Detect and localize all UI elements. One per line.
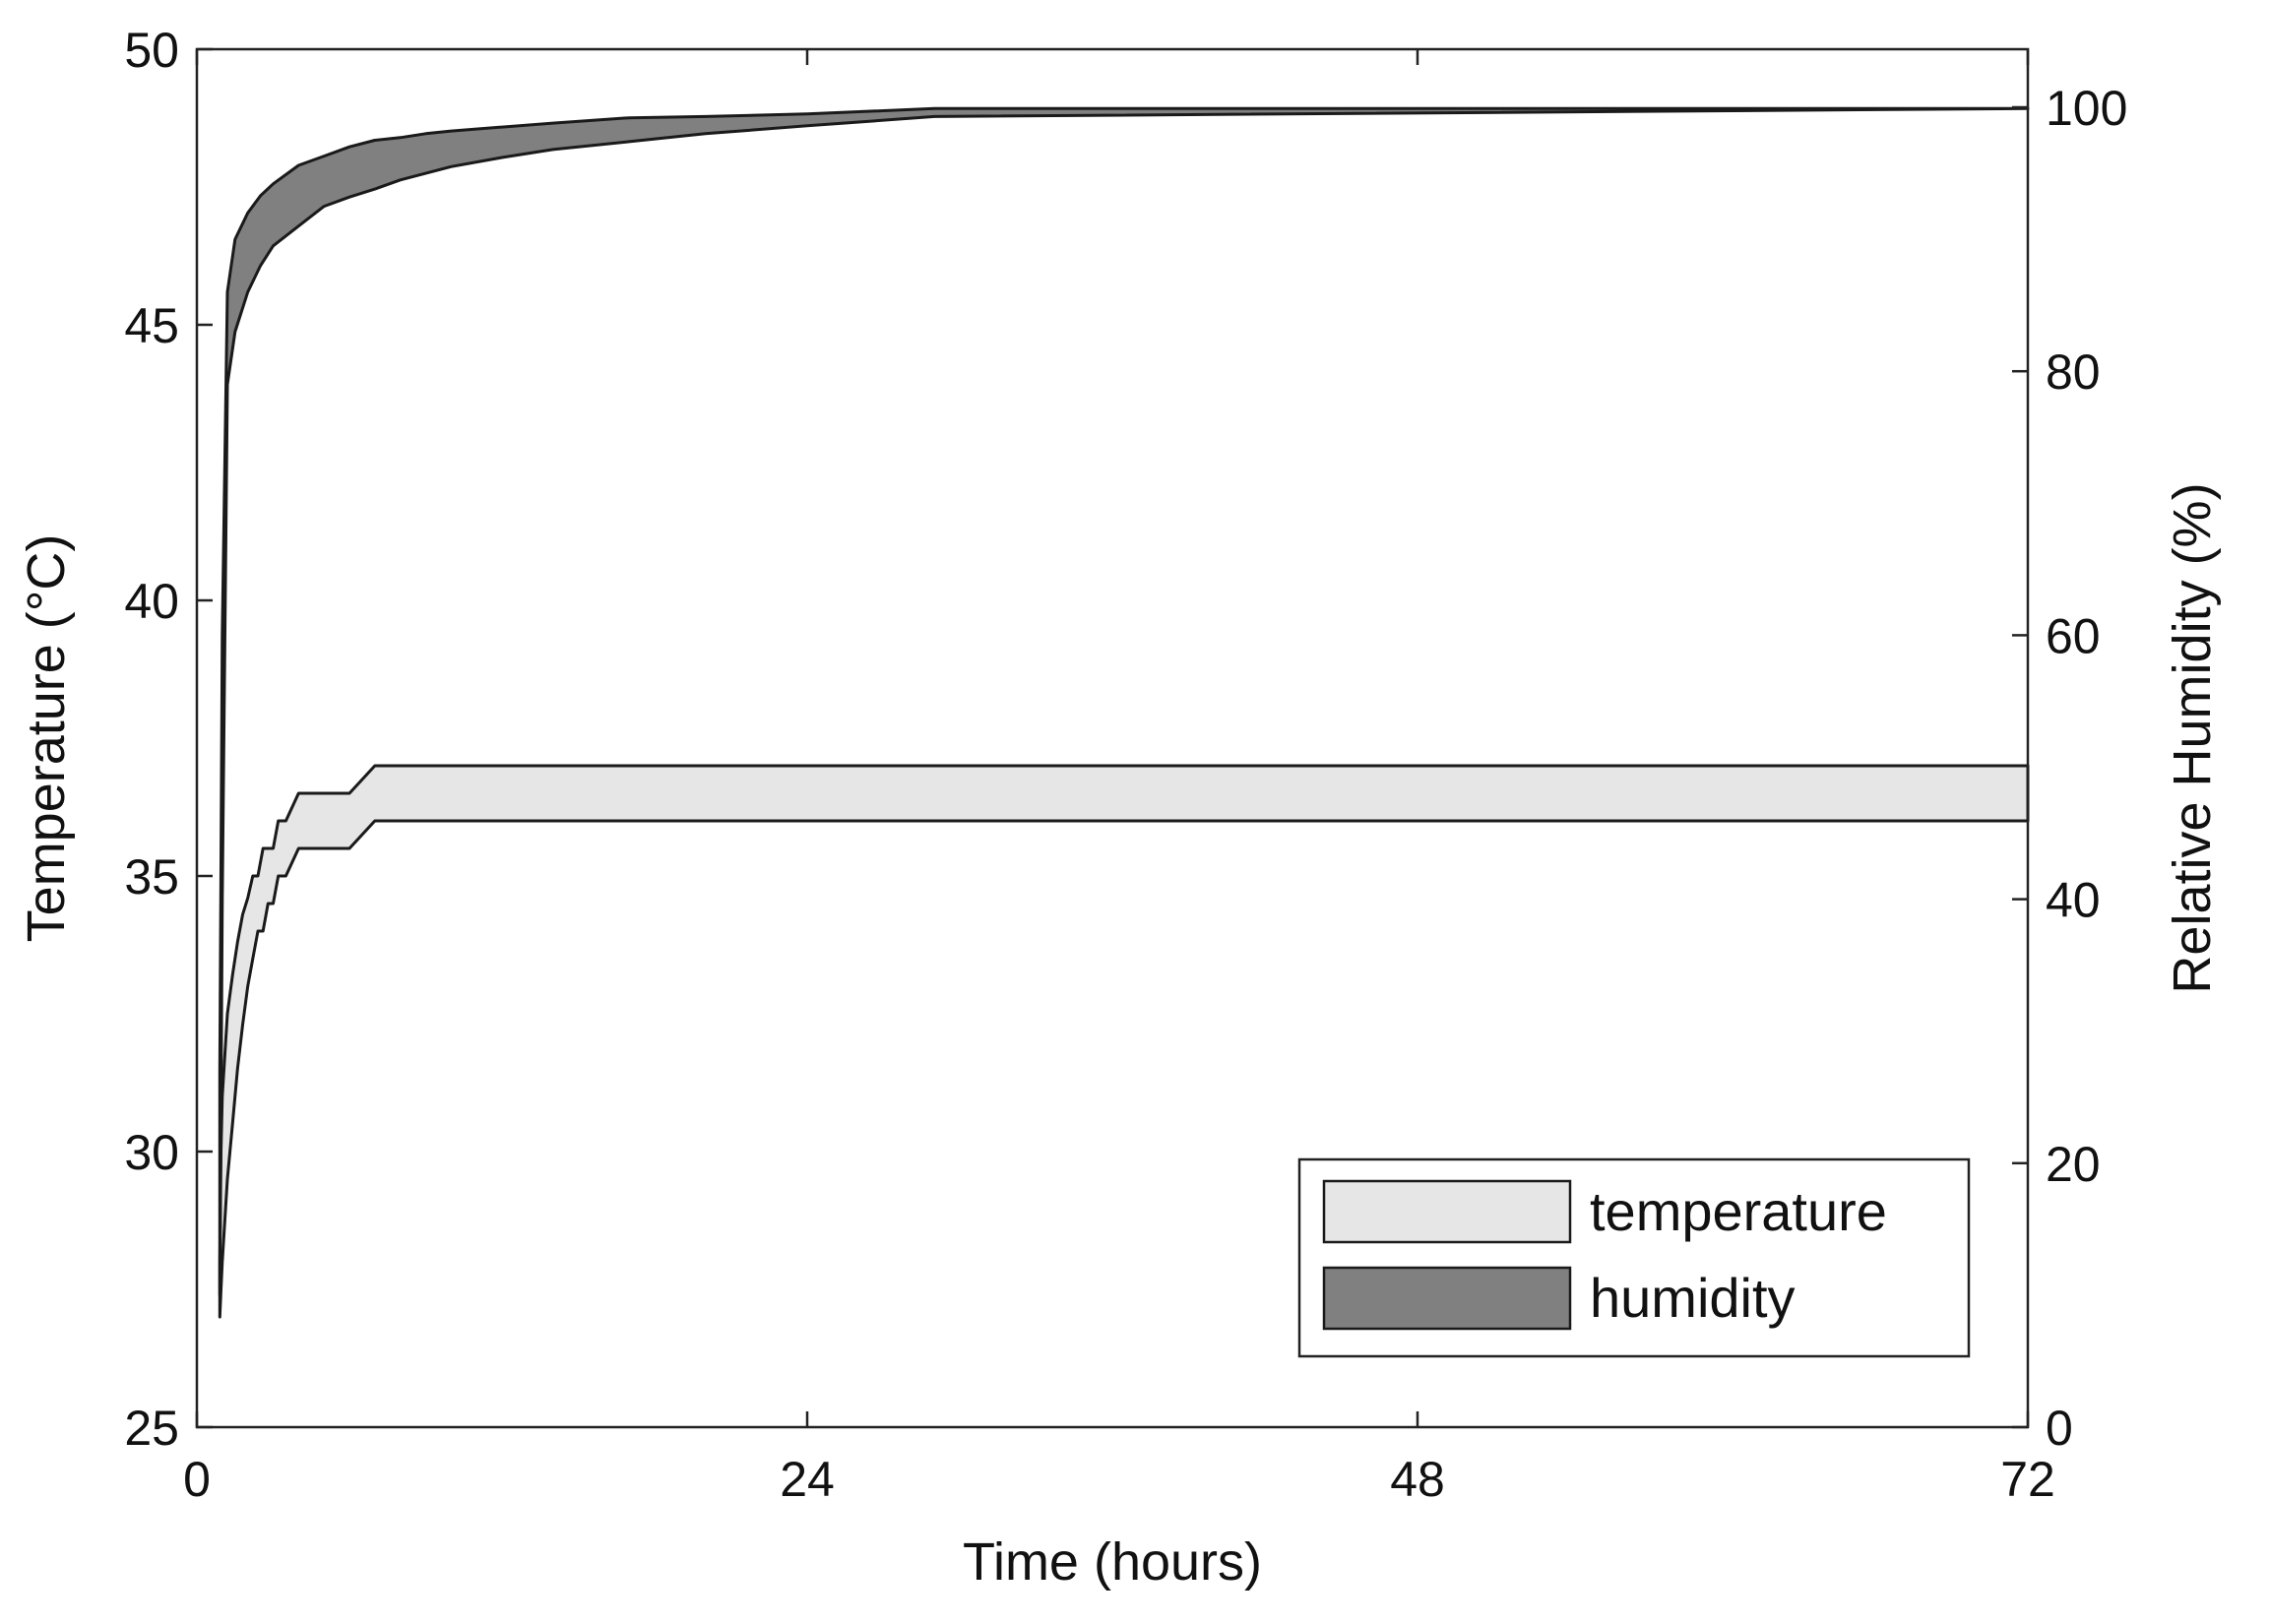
x-axis-label: Time (hours)	[963, 1532, 1262, 1592]
y-left-tick-label: 30	[124, 1125, 179, 1180]
humidity-band	[218, 106, 2030, 1297]
y-right-tick-label: 100	[2046, 81, 2127, 136]
y-left-tick-label: 25	[124, 1401, 179, 1456]
legend: temperature humidity	[1297, 1157, 1971, 1358]
legend-label-humidity: humidity	[1590, 1267, 1796, 1329]
y-right-tick-label: 40	[2046, 873, 2101, 928]
y-left-tick-label: 35	[124, 849, 179, 905]
x-tick-label: 48	[1390, 1452, 1445, 1507]
y-left-tick-label: 40	[124, 574, 179, 629]
y-right-tick-label: 0	[2046, 1401, 2073, 1456]
plot-frame	[195, 47, 2030, 1429]
legend-label-temperature: temperature	[1590, 1180, 1887, 1242]
y-axis-left-label: Temperature (°C)	[17, 534, 76, 943]
y-right-tick-label: 20	[2046, 1137, 2101, 1192]
axis-ticks: 0 24 48 72 25 30 35 40 45 50 0 20 40 60 80 100	[124, 23, 2127, 1507]
y-axis-right-label: Relative Humidity (%)	[2163, 482, 2222, 993]
x-tick-label: 72	[2000, 1452, 2055, 1507]
series-fills	[218, 106, 2030, 1319]
y-right-tick-label: 60	[2046, 608, 2101, 663]
x-tick-label: 24	[780, 1452, 835, 1507]
y-right-tick-label: 80	[2046, 344, 2101, 400]
y-left-tick-label: 50	[124, 23, 179, 78]
y-left-tick-label: 45	[124, 298, 179, 353]
legend-swatch-humidity	[1322, 1266, 1572, 1331]
x-tick-label: 0	[183, 1452, 211, 1507]
legend-swatch-temperature	[1322, 1179, 1572, 1244]
